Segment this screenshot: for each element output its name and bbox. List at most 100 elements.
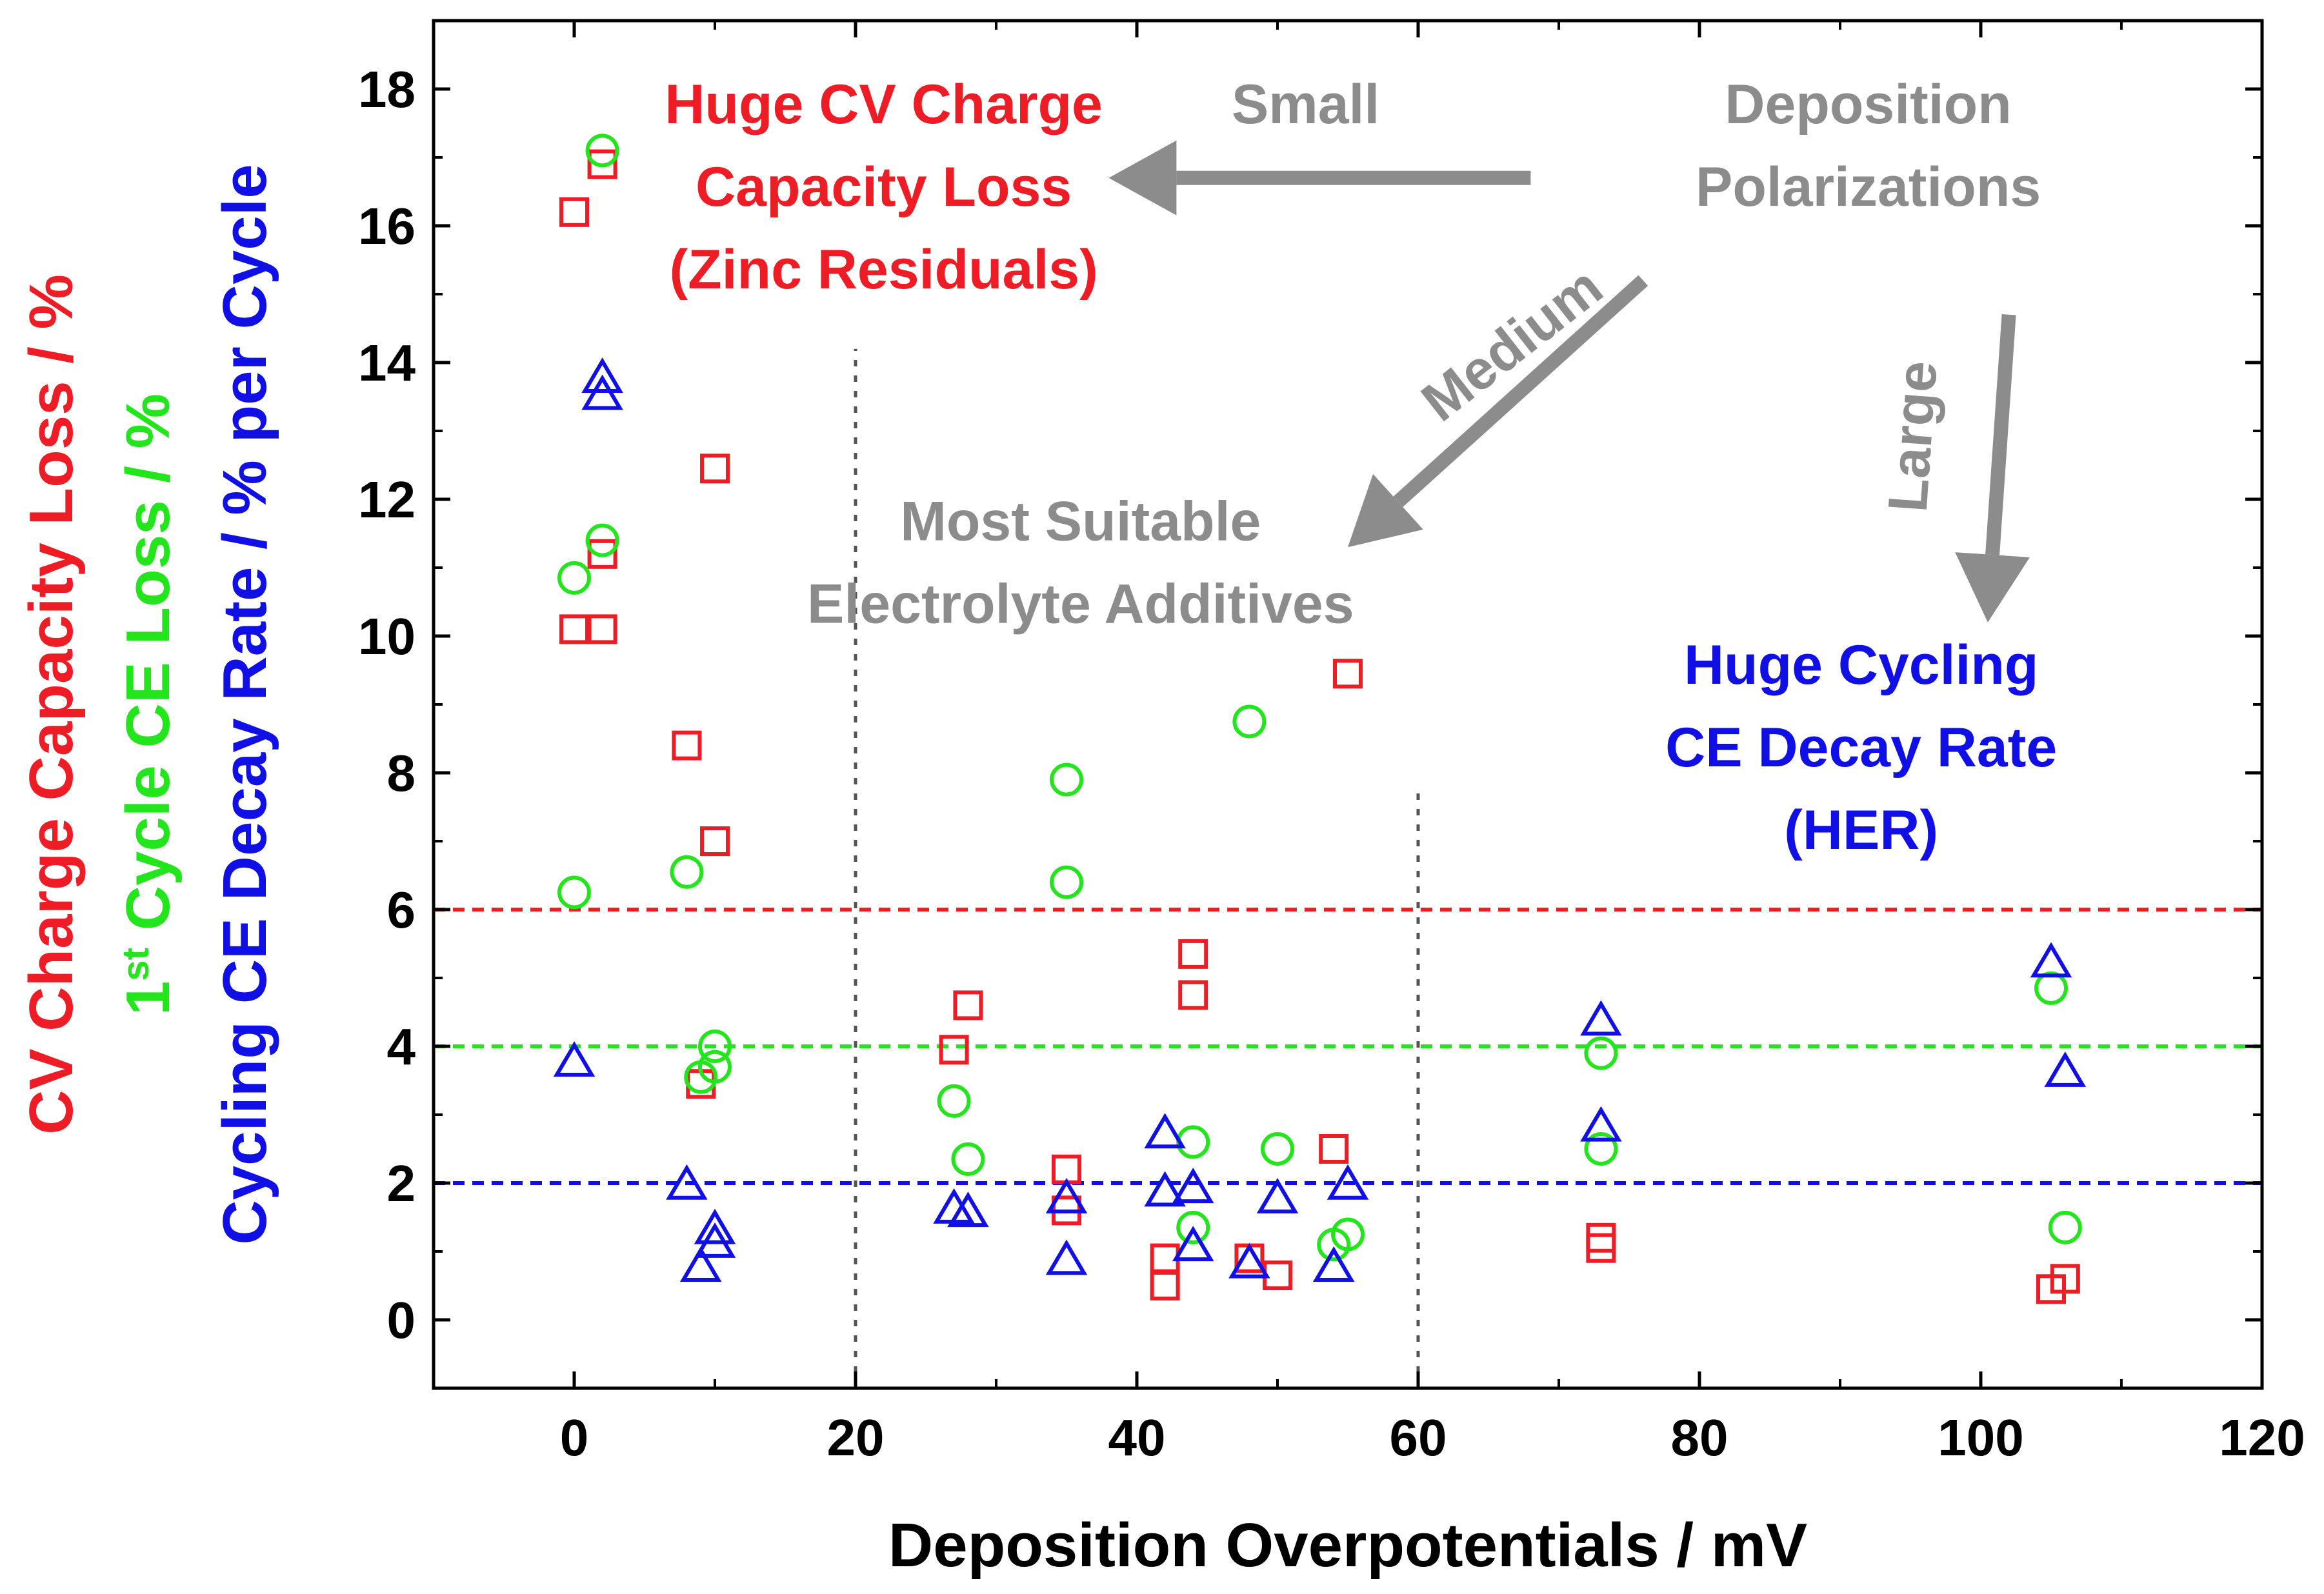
ce-loss-point bbox=[1261, 1132, 1294, 1166]
ce-loss-point bbox=[585, 523, 619, 557]
decay-rate-point bbox=[694, 1208, 736, 1244]
decay-rate-point bbox=[1045, 1239, 1088, 1275]
annotation-text: Electrolyte Additives bbox=[807, 573, 1354, 635]
ce-loss-point bbox=[2048, 1210, 2082, 1244]
arrow-medium-head bbox=[1348, 473, 1423, 548]
decay-rate-point bbox=[553, 1041, 596, 1077]
capacity-loss-point bbox=[2050, 1264, 2080, 1294]
x-tick-label: 20 bbox=[827, 1409, 885, 1466]
ce-loss-point bbox=[1584, 1132, 1618, 1166]
decay-rate-point bbox=[1172, 1168, 1214, 1204]
capacity-loss-point bbox=[939, 1035, 969, 1065]
ce-loss-point bbox=[698, 1030, 732, 1063]
ce-loss-point bbox=[1176, 1210, 1210, 1244]
capacity-loss-point bbox=[587, 539, 617, 569]
y-axis-title-superscript: st bbox=[115, 948, 157, 981]
decay-rate-point bbox=[1045, 1178, 1088, 1213]
arrow-small-head bbox=[1108, 140, 1177, 215]
decay-rate-point bbox=[1312, 1246, 1355, 1282]
x-tick-label: 100 bbox=[1938, 1409, 2023, 1466]
annotation-text: (Zinc Residuals) bbox=[669, 239, 1097, 301]
ce-loss-point bbox=[1050, 762, 1083, 797]
ce-loss-point bbox=[698, 1050, 732, 1084]
capacity-loss-point bbox=[587, 149, 617, 179]
y-axis-title-line: CV Charge Capacity Loss / % bbox=[17, 274, 86, 1135]
arrows bbox=[1108, 140, 2030, 623]
ce-loss-point bbox=[557, 875, 591, 910]
decay-rate-point bbox=[1327, 1164, 1369, 1200]
ce-loss-point bbox=[1232, 704, 1267, 739]
capacity-loss-point bbox=[700, 826, 730, 856]
y-tick-label: 0 bbox=[387, 1291, 416, 1349]
y-tick-label: 6 bbox=[387, 881, 416, 939]
annotation-text: (HER) bbox=[1784, 799, 1938, 861]
decay-rate-point bbox=[581, 374, 623, 410]
y-tick-label: 16 bbox=[358, 197, 416, 255]
x-tick-label: 80 bbox=[1671, 1409, 1728, 1466]
decay-rate-point bbox=[2044, 1051, 2087, 1087]
data-points bbox=[553, 134, 2087, 1304]
annotation-text: Small bbox=[1232, 74, 1379, 135]
x-tick-label: 0 bbox=[560, 1409, 589, 1466]
decay-rate-point bbox=[947, 1191, 989, 1228]
capacity-loss-point bbox=[587, 614, 617, 644]
decay-rate-point bbox=[694, 1222, 736, 1258]
capacity-loss-point bbox=[700, 453, 730, 484]
decay-rate-point bbox=[1228, 1242, 1270, 1279]
annotation-text: Most Suitable bbox=[900, 491, 1261, 553]
annotation-text: Polarizations bbox=[1696, 156, 2041, 218]
decay-rate-point bbox=[1144, 1113, 1186, 1149]
annotation-text: Large bbox=[1877, 359, 1949, 513]
axis-ticks: 0 20 40 60 80 100 120 0 2 4 6 8 10 12 14 16 18 bbox=[358, 19, 2305, 1466]
decay-rate-point bbox=[1256, 1178, 1299, 1213]
capacity-loss-point bbox=[1333, 659, 1363, 689]
y-tick-label: 18 bbox=[358, 61, 416, 118]
capacity-loss-point bbox=[953, 990, 983, 1021]
annotation-text: Huge CV Charge bbox=[665, 74, 1103, 135]
x-axis-title: Deposition Overpotentials / mV bbox=[888, 1511, 1807, 1580]
x-tick-label: 120 bbox=[2219, 1409, 2305, 1466]
y-tick-label: 10 bbox=[358, 608, 416, 665]
ce-loss-point bbox=[937, 1084, 971, 1118]
y-axis-title-part: Cycle CE Loss / % bbox=[114, 394, 183, 948]
decay-rate-point bbox=[2030, 942, 2072, 978]
y-tick-label: 12 bbox=[358, 471, 416, 528]
capacity-loss-point bbox=[1178, 939, 1208, 969]
arrow-medium-shaft bbox=[1393, 275, 1648, 507]
y-axis-title-line: Cycling CE Decay Rate / % per Cycle bbox=[210, 164, 279, 1244]
y-axis-title-part: 1 bbox=[114, 981, 183, 1015]
x-tick-label: 60 bbox=[1390, 1409, 1447, 1466]
ce-loss-point bbox=[1331, 1217, 1365, 1251]
ce-loss-point bbox=[557, 561, 591, 595]
annotation-text: Capacity Loss bbox=[696, 156, 1072, 218]
capacity-loss-point bbox=[559, 614, 589, 644]
decay-rate-point bbox=[581, 357, 623, 393]
arrow-large-head bbox=[1955, 552, 2030, 623]
ce-loss-point bbox=[951, 1142, 985, 1176]
ce-loss-point bbox=[2034, 971, 2068, 1005]
decay-rate-point bbox=[1580, 1000, 1622, 1036]
ce-loss-point bbox=[1050, 865, 1083, 899]
y-axis-title-part: Cycling bbox=[210, 1004, 279, 1244]
capacity-loss-point bbox=[1150, 1271, 1180, 1300]
y-axis-title-part: CE Decay Rate / % per Cycle bbox=[210, 164, 279, 1004]
ce-loss-point bbox=[585, 134, 619, 168]
y-tick-label: 2 bbox=[387, 1155, 416, 1212]
y-tick-label: 4 bbox=[387, 1018, 416, 1075]
arrow-large-shaft bbox=[1985, 314, 2016, 555]
y-tick-label: 8 bbox=[387, 744, 416, 802]
y-axis-title-part: CV Charge Capacity Loss / % bbox=[17, 274, 86, 1135]
reference-lines bbox=[434, 348, 2262, 1388]
capacity-loss-point bbox=[1319, 1134, 1349, 1164]
x-tick-label: 40 bbox=[1108, 1409, 1166, 1466]
y-axis-titles: CV Charge Capacity Loss / % 1st Cycle CE … bbox=[17, 164, 279, 1244]
decay-rate-point bbox=[1144, 1171, 1186, 1207]
decay-rate-point bbox=[1172, 1226, 1214, 1262]
y-tick-label: 14 bbox=[358, 334, 416, 392]
decay-rate-point bbox=[679, 1246, 722, 1282]
y-axis-title-line: 1st Cycle CE Loss / % bbox=[114, 394, 183, 1015]
capacity-loss-point bbox=[559, 197, 589, 227]
annotation-text: Deposition bbox=[1725, 74, 2011, 135]
